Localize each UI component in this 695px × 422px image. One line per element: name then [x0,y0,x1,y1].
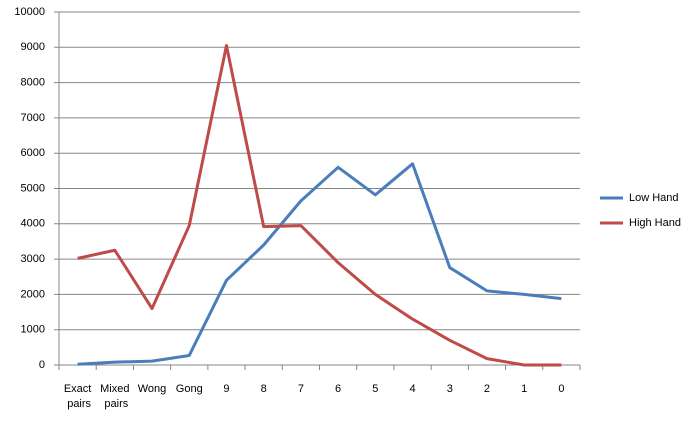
x-tick-label: 1 [521,383,527,395]
y-tick-label: 0 [39,359,45,371]
x-tick-label: 3 [447,383,453,395]
x-tick-label: 9 [223,383,229,395]
line-series [77,162,562,366]
y-tick-label: 9000 [21,41,45,53]
y-tick-label: 5000 [21,182,45,194]
y-tick-label: 10000 [14,6,45,18]
y-tick-label: 2000 [21,288,45,300]
x-tick-label: Exact pairs [64,383,92,410]
y-tick-label: 7000 [21,112,45,124]
x-tick-label: 6 [335,383,341,395]
x-tick-label: Mixed pairs [100,383,129,410]
y-tick-label: 6000 [21,147,45,159]
x-tick-label: 5 [372,383,378,395]
line-series [77,44,562,367]
x-tick-label: 4 [409,383,415,395]
x-tick-label: 7 [298,383,304,395]
x-tick-label: 0 [558,383,564,395]
x-tick-label: Wong [138,383,167,395]
y-tick-label: 1000 [21,324,45,336]
x-tick-label: 8 [261,383,267,395]
y-tick-label: 4000 [21,218,45,230]
x-tick-label: 2 [484,383,490,395]
legend-label: Low Hand [629,192,679,204]
legend-label: High Hand [629,217,681,229]
y-tick-label: 8000 [21,77,45,89]
y-tick-label: 3000 [21,253,45,265]
x-tick-label: Gong [176,383,203,395]
